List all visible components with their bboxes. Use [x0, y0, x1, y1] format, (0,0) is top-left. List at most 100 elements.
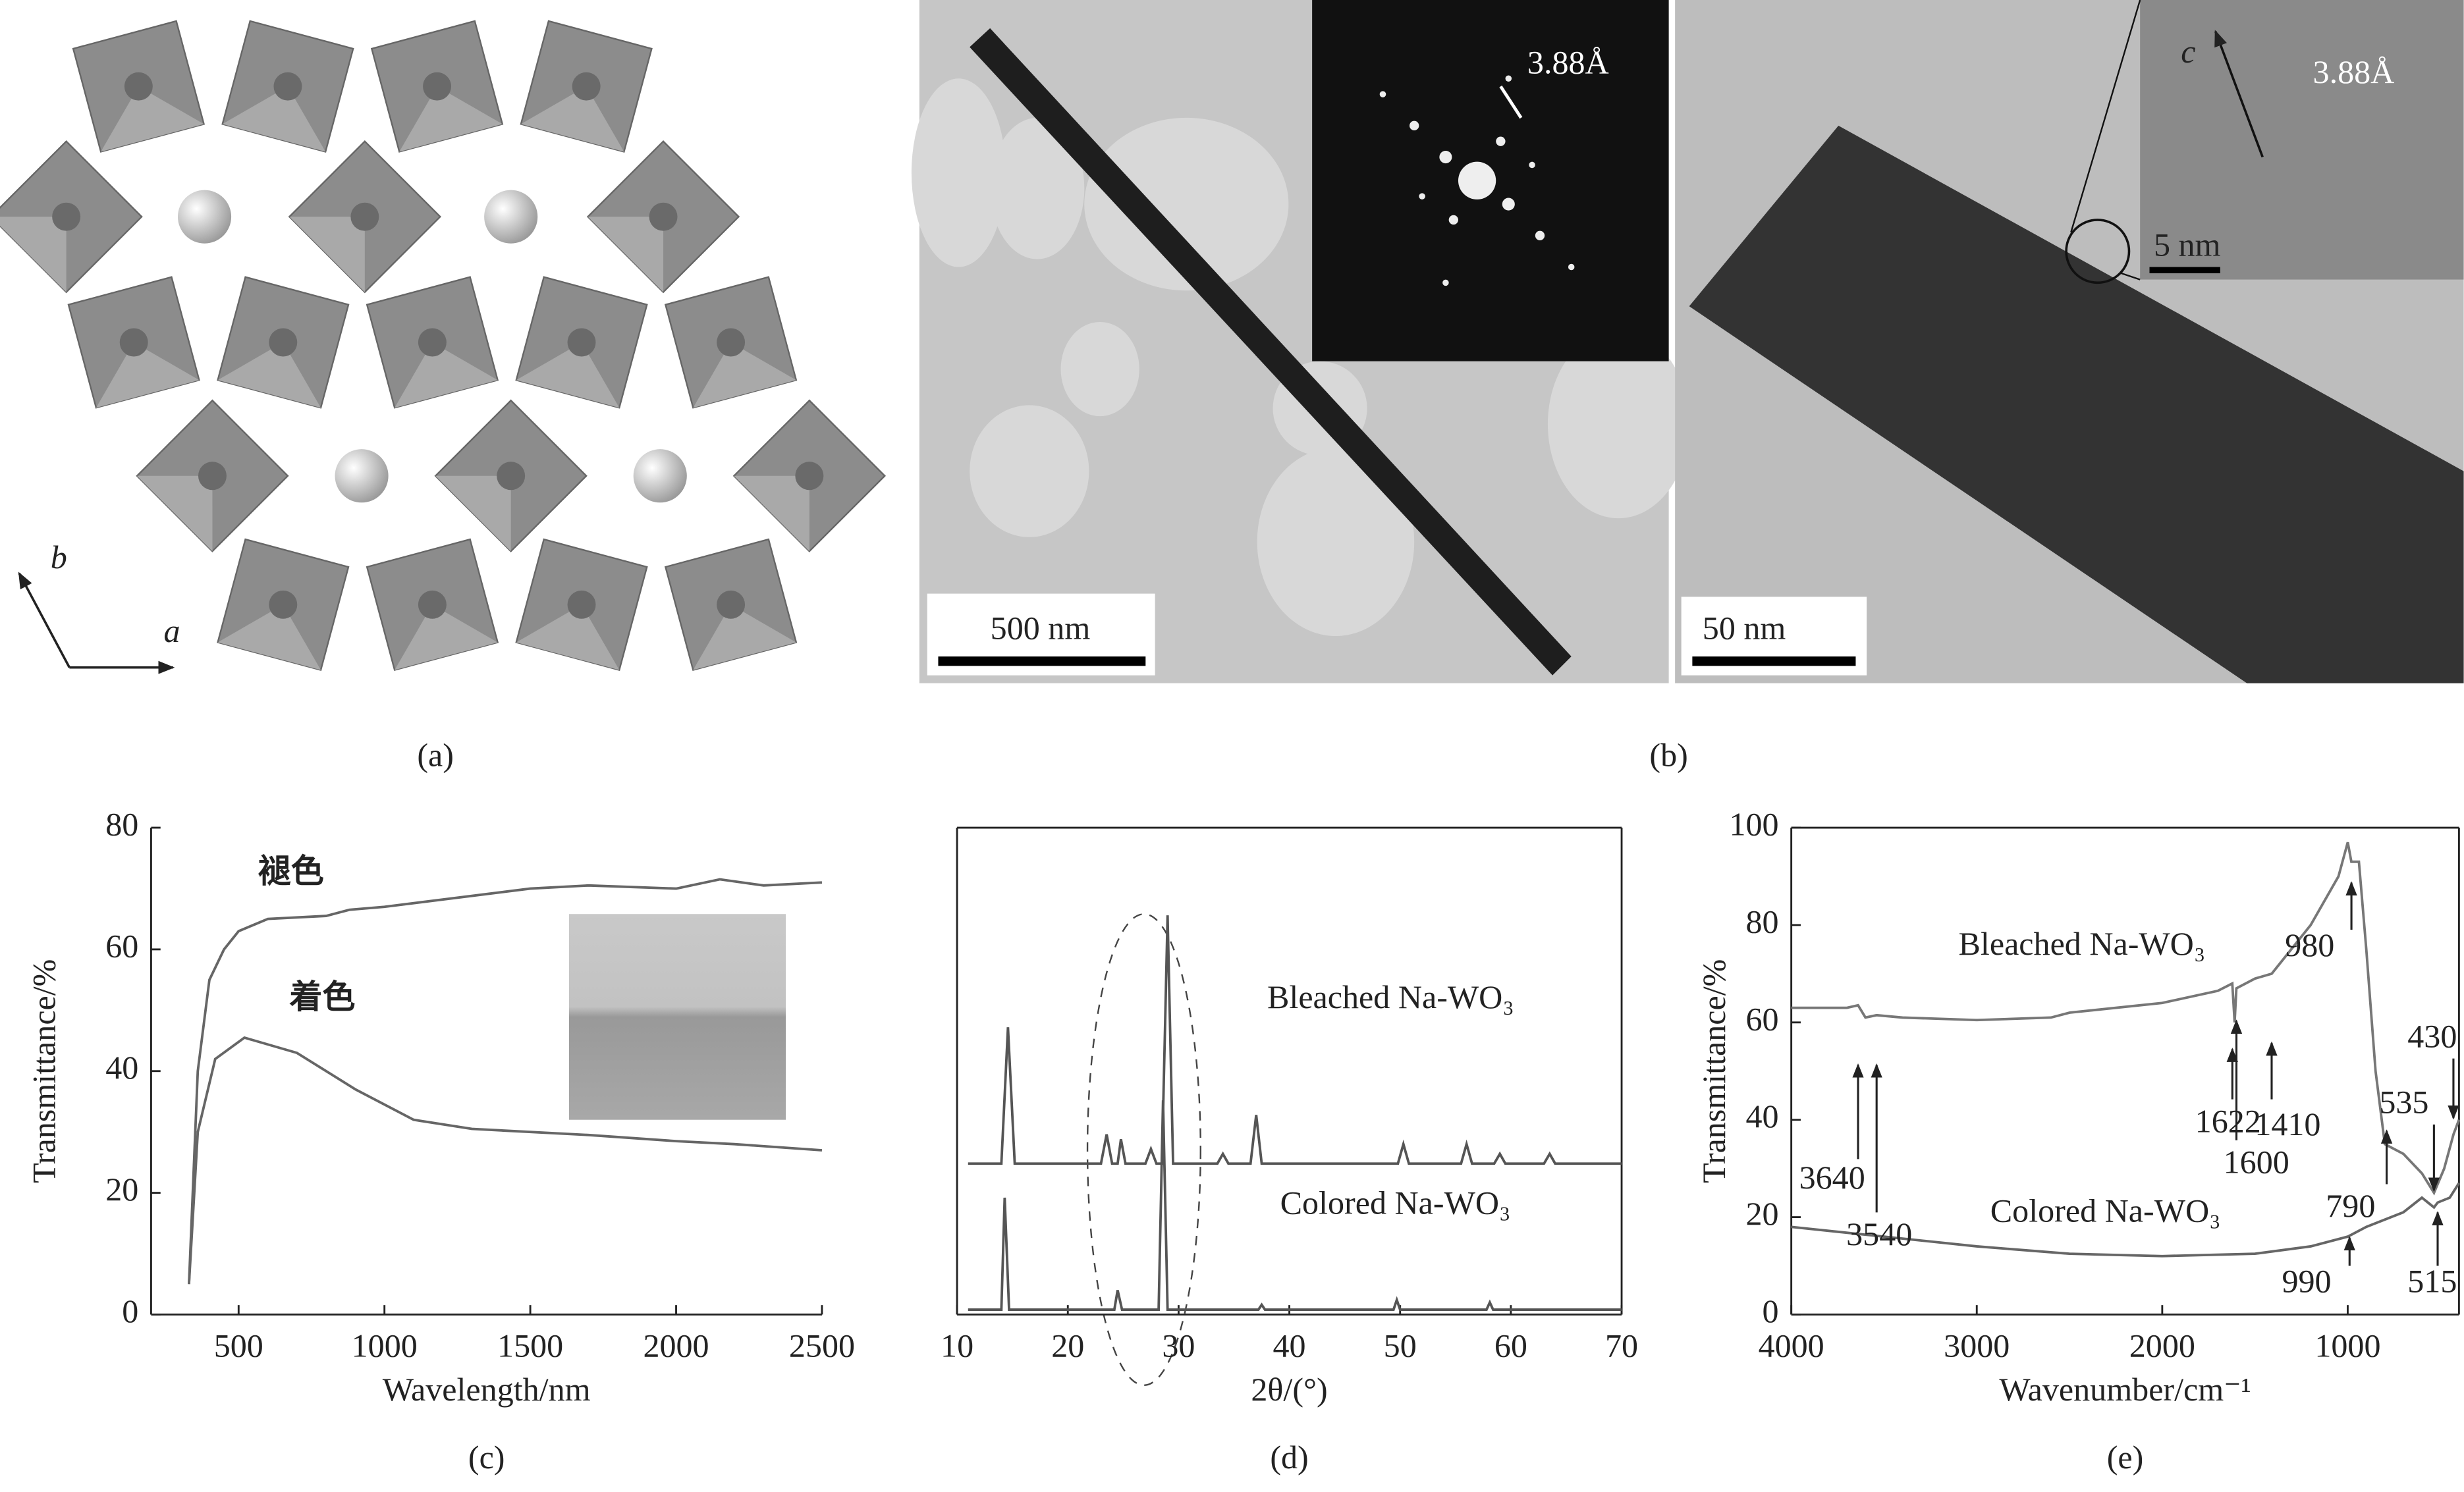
y-tick-label: 0 — [122, 1292, 138, 1329]
sodium-ion — [633, 449, 687, 503]
y-tick-label: 80 — [105, 806, 138, 843]
octahedron-face — [520, 86, 624, 152]
peak-label: 1410 — [2255, 1106, 2320, 1142]
x-tick-label: 70 — [1605, 1327, 1638, 1364]
axis-label: b — [51, 539, 67, 575]
scale-label: 5 nm — [2154, 226, 2221, 263]
crystal-structure — [0, 20, 887, 672]
octahedron-face — [395, 342, 498, 408]
x-tick-label: 2000 — [2129, 1327, 2195, 1364]
octahedron-face — [217, 342, 321, 408]
peak-label: 3640 — [1799, 1159, 1865, 1196]
octahedron-face — [693, 604, 796, 670]
x-tick-label: 1000 — [2314, 1327, 2380, 1364]
octahedron-face — [217, 604, 321, 670]
series-label: Bleached Na-WO₃ — [1267, 978, 1514, 1015]
y-axis-label: Transmittance/% — [1695, 959, 1732, 1183]
octahedron-face — [96, 342, 200, 408]
x-axis-label: Wavenumber/cm⁻¹ — [1999, 1371, 2251, 1408]
scale-bar — [1692, 656, 1856, 666]
y-tick-label: 60 — [1745, 1000, 1778, 1037]
x-tick-label: 3000 — [1944, 1327, 2010, 1364]
x-tick-label: 500 — [214, 1327, 263, 1364]
hrtem-inset — [2140, 0, 2464, 280]
x-tick-label: 40 — [1273, 1327, 1306, 1364]
octahedron-face — [516, 342, 620, 408]
sodium-ion — [335, 449, 389, 503]
y-tick-label: 80 — [1745, 903, 1778, 940]
panel-label: (e) — [2107, 1439, 2144, 1476]
y-tick-label: 40 — [105, 1049, 138, 1086]
x-tick-label: 1500 — [497, 1327, 563, 1364]
x-tick-label: 10 — [941, 1327, 973, 1364]
sample-photo — [568, 914, 786, 1120]
scale-label: 50 nm — [1703, 609, 1786, 646]
sodium-ion — [484, 190, 538, 244]
axis-label: c — [2181, 33, 2195, 70]
octahedron-face — [101, 86, 204, 152]
zoom-circle — [2065, 219, 2131, 284]
sodium-ion — [177, 190, 232, 244]
series-label: 着色 — [289, 978, 355, 1015]
y-tick-label: 0 — [1763, 1292, 1779, 1329]
series-label: Bleached Na-WO₃ — [1959, 925, 2206, 962]
tungsten — [119, 328, 148, 357]
scale-bar — [938, 656, 1146, 666]
tungsten — [567, 590, 596, 619]
peak-label: 790 — [2326, 1187, 2375, 1224]
spectrum-line — [1791, 841, 2461, 1196]
x-tick-label: 2500 — [789, 1327, 855, 1364]
zoom-line — [2121, 272, 2141, 280]
diffraction-spots — [1379, 75, 1575, 286]
tungsten — [273, 72, 302, 101]
x-tick-label: 30 — [1162, 1327, 1195, 1364]
series-label: 褪色 — [258, 853, 324, 890]
x-tick-label: 20 — [1051, 1327, 1084, 1364]
annotation: 3.88Å — [1527, 44, 1609, 81]
scale-bar — [2149, 267, 2220, 274]
octahedron-face — [399, 86, 503, 152]
spectrum-line — [188, 1036, 823, 1285]
nanorod — [970, 28, 1572, 676]
spacing-marker — [1499, 85, 1523, 119]
y-tick-label: 60 — [105, 927, 138, 964]
tungsten — [567, 328, 596, 357]
tungsten — [350, 202, 379, 231]
y-tick-label: 100 — [1729, 806, 1778, 843]
octahedron-face — [289, 217, 365, 292]
peak-label: 3540 — [1846, 1215, 1912, 1252]
tungsten — [649, 202, 678, 231]
tungsten — [795, 462, 824, 491]
tungsten — [423, 72, 452, 101]
panel-label: (b) — [1649, 737, 1687, 774]
axis-label: a — [164, 612, 180, 649]
octahedron-face — [0, 217, 67, 292]
octahedron-face — [734, 475, 809, 552]
peak-label: 535 — [2379, 1084, 2428, 1121]
octahedron-face — [588, 217, 664, 292]
x-tick-label: 1000 — [352, 1327, 418, 1364]
series-label: Colored Na-WO₃ — [1280, 1184, 1511, 1221]
peak-label: 980 — [2285, 926, 2334, 963]
nanorod — [1689, 125, 2464, 683]
spectrum-line — [968, 1100, 1622, 1311]
tungsten — [572, 72, 601, 101]
tungsten — [52, 202, 81, 231]
highlight-ellipse — [1086, 913, 1201, 1386]
peak-label: 1622 — [2195, 1102, 2261, 1139]
octahedron-face — [222, 86, 326, 152]
peak-label: 430 — [2407, 1018, 2457, 1055]
peak-label: 990 — [2282, 1263, 2331, 1300]
y-tick-label: 20 — [105, 1171, 138, 1208]
tungsten — [198, 462, 227, 491]
x-axis-label: Wavelength/nm — [383, 1371, 591, 1408]
x-tick-label: 50 — [1384, 1327, 1417, 1364]
tungsten — [418, 590, 447, 619]
tungsten — [717, 590, 746, 619]
tungsten — [124, 72, 153, 101]
carbon-holes — [911, 78, 1689, 637]
axis-arrow — [18, 572, 70, 668]
c-axis-arrow — [2214, 30, 2264, 158]
panel-label: (d) — [1270, 1439, 1308, 1476]
